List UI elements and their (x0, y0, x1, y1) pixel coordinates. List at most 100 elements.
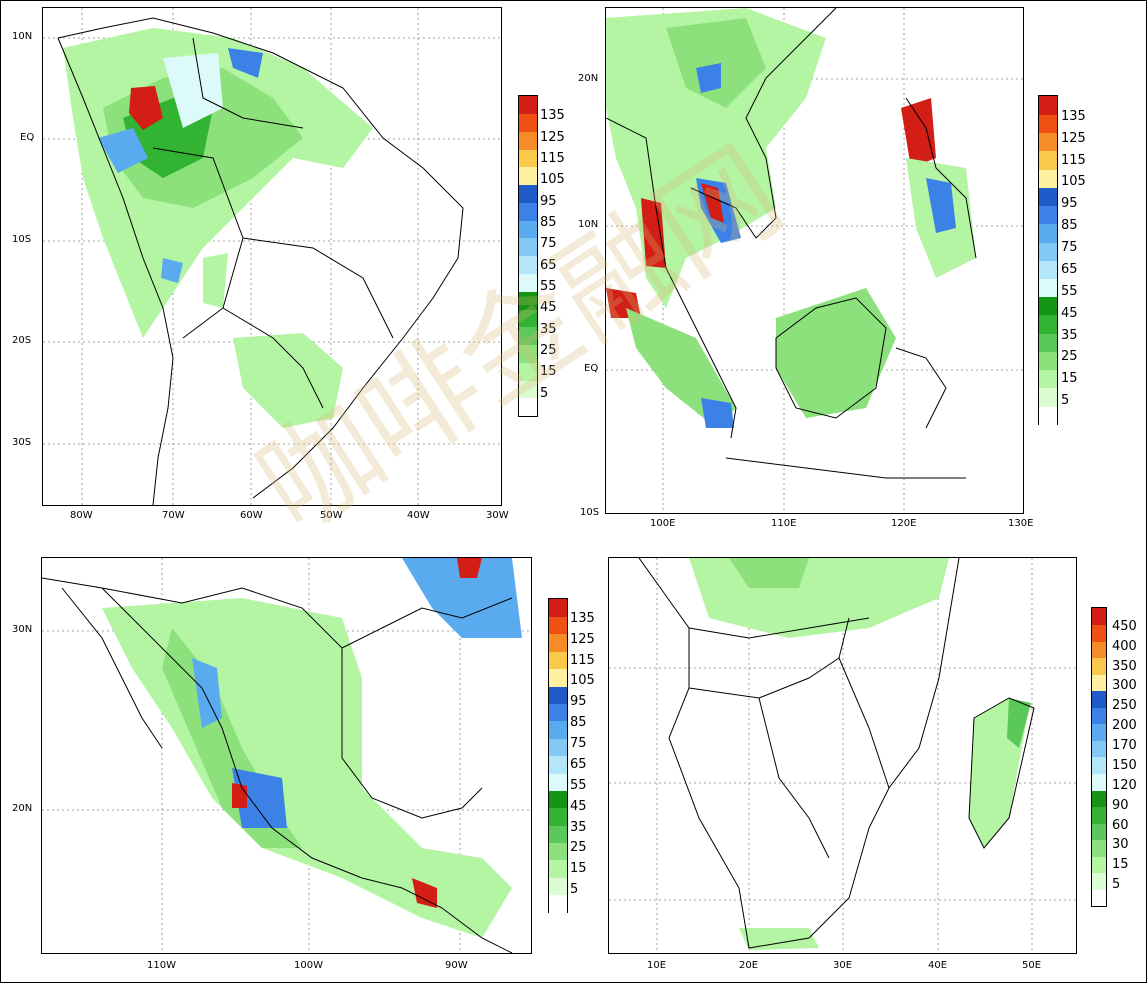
colorbar-swatch (1092, 608, 1106, 625)
colorbar-level-label: 120 (1112, 777, 1137, 793)
colorbar-swatch (549, 807, 567, 826)
colorbar-level-label: 60 (1112, 817, 1129, 833)
colorbar-swatch (549, 790, 567, 809)
colorbar-swatch (1092, 740, 1106, 758)
colorbar-swatch (1092, 690, 1106, 708)
colorbar-swatch (1039, 387, 1057, 407)
lon-label: 50W (320, 510, 343, 521)
lon-label: 110E (771, 518, 797, 529)
colorbar-swatch (1092, 757, 1106, 774)
colorbar-level-label: 65 (570, 756, 587, 772)
colorbar-level-label: 5 (1112, 877, 1121, 893)
lon-label: 80W (70, 510, 93, 521)
colorbar-swatch (1092, 657, 1106, 675)
map-canvas-southeast-asia (606, 8, 1023, 513)
map-south-america (42, 7, 502, 506)
colorbar-level-label: 200 (1112, 718, 1137, 734)
colorbar-swatch (519, 96, 537, 114)
colorbar-level-label: 105 (1061, 174, 1086, 190)
colorbar-level-label: 15 (1061, 371, 1078, 387)
colorbar-level-label: 35 (570, 819, 587, 835)
colorbar-swatch (1039, 314, 1057, 334)
lat-label: 20N (578, 73, 599, 84)
colorbar-swatch (1092, 856, 1106, 874)
colorbar-swatch (519, 327, 537, 346)
colorbar-swatch (1039, 187, 1057, 207)
colorbar-level-label: 15 (540, 364, 557, 380)
colorbar-swatch (519, 273, 537, 292)
colorbar-swatch (1092, 823, 1106, 841)
lat-label: 10N (578, 219, 599, 230)
colorbar-level-label: 5 (1061, 393, 1070, 409)
colorbar-level-label: 55 (540, 279, 557, 294)
colorbar-level-label: 5 (540, 385, 549, 401)
lat-label: 20N (12, 803, 33, 814)
colorbar-level-label: 350 (1112, 658, 1137, 674)
colorbar-level-label: 45 (570, 798, 587, 814)
colorbar-southeast-asia (1038, 95, 1058, 425)
lat-label: 30S (12, 437, 32, 448)
colorbar-swatch (1039, 278, 1057, 298)
colorbar-swatch (1092, 839, 1106, 857)
lon-label: 120E (891, 518, 917, 529)
colorbar-swatch (519, 344, 537, 363)
colorbar-swatch (519, 238, 537, 257)
colorbar-level-label: 150 (1112, 757, 1137, 773)
colorbar-swatch (549, 633, 567, 652)
colorbar-swatch (549, 599, 567, 617)
colorbar-level-label: 115 (540, 151, 565, 166)
lat-label: EQ (584, 363, 599, 374)
colorbar-level-label: 35 (540, 321, 557, 337)
colorbar-swatch (519, 291, 537, 310)
colorbar-level-label: 135 (540, 108, 565, 124)
colorbar-swatch (1039, 369, 1057, 389)
colorbar-level-label: 95 (1061, 196, 1078, 212)
colorbar-swatch (519, 362, 537, 381)
lon-label: 110W (147, 960, 176, 971)
colorbar-swatch (519, 202, 537, 221)
colorbar-level-label: 90 (1112, 797, 1129, 813)
colorbar-level-label: 25 (540, 343, 557, 358)
colorbar-southern-africa (1091, 607, 1107, 907)
colorbar-level-label: 55 (570, 777, 587, 793)
colorbar-swatch (549, 720, 567, 739)
lat-label: EQ (20, 132, 35, 143)
colorbar-level-label: 25 (1061, 349, 1078, 365)
colorbar-swatch (549, 651, 567, 670)
colorbar-level-label: 125 (540, 129, 565, 145)
colorbar-level-label: 85 (540, 215, 557, 230)
colorbar-swatch (1039, 241, 1057, 261)
colorbar-swatch (1039, 405, 1057, 425)
colorbar-swatch (549, 825, 567, 844)
colorbar-swatch (1092, 790, 1106, 808)
colorbar-swatch (1092, 674, 1106, 692)
colorbar-level-label: 125 (1061, 130, 1086, 146)
colorbar-level-label: 75 (1061, 240, 1078, 256)
lat-label: 30N (12, 624, 33, 635)
lon-label: 60W (240, 510, 263, 521)
colorbar-level-label: 85 (1061, 218, 1078, 234)
colorbar-level-label: 105 (570, 673, 595, 689)
lat-label: 10S (12, 234, 32, 245)
colorbar-level-label: 125 (570, 631, 595, 647)
colorbar-swatch (1092, 773, 1106, 791)
map-southeast-asia (605, 7, 1024, 514)
map-canvas-southern-africa (609, 558, 1076, 953)
colorbar-level-label: 30 (1112, 837, 1129, 853)
lon-label: 30E (833, 960, 853, 971)
colorbar-level-label: 65 (540, 257, 557, 273)
colorbar-swatch (1039, 150, 1057, 170)
colorbar-swatch (1092, 707, 1106, 725)
colorbar-level-label: 55 (1061, 283, 1078, 299)
colorbar-mexico (548, 598, 568, 913)
colorbar-swatch (549, 894, 567, 913)
lon-label: 100E (650, 518, 676, 529)
colorbar-level-label: 65 (1061, 261, 1078, 277)
colorbar-swatch (1039, 168, 1057, 188)
colorbar-level-label: 170 (1112, 738, 1137, 754)
colorbar-level-label: 45 (1061, 305, 1078, 321)
colorbar-level-label: 75 (540, 236, 557, 252)
colorbar-swatch (519, 167, 537, 186)
lon-label: 130E (1008, 518, 1034, 529)
colorbar-swatch (549, 703, 567, 722)
